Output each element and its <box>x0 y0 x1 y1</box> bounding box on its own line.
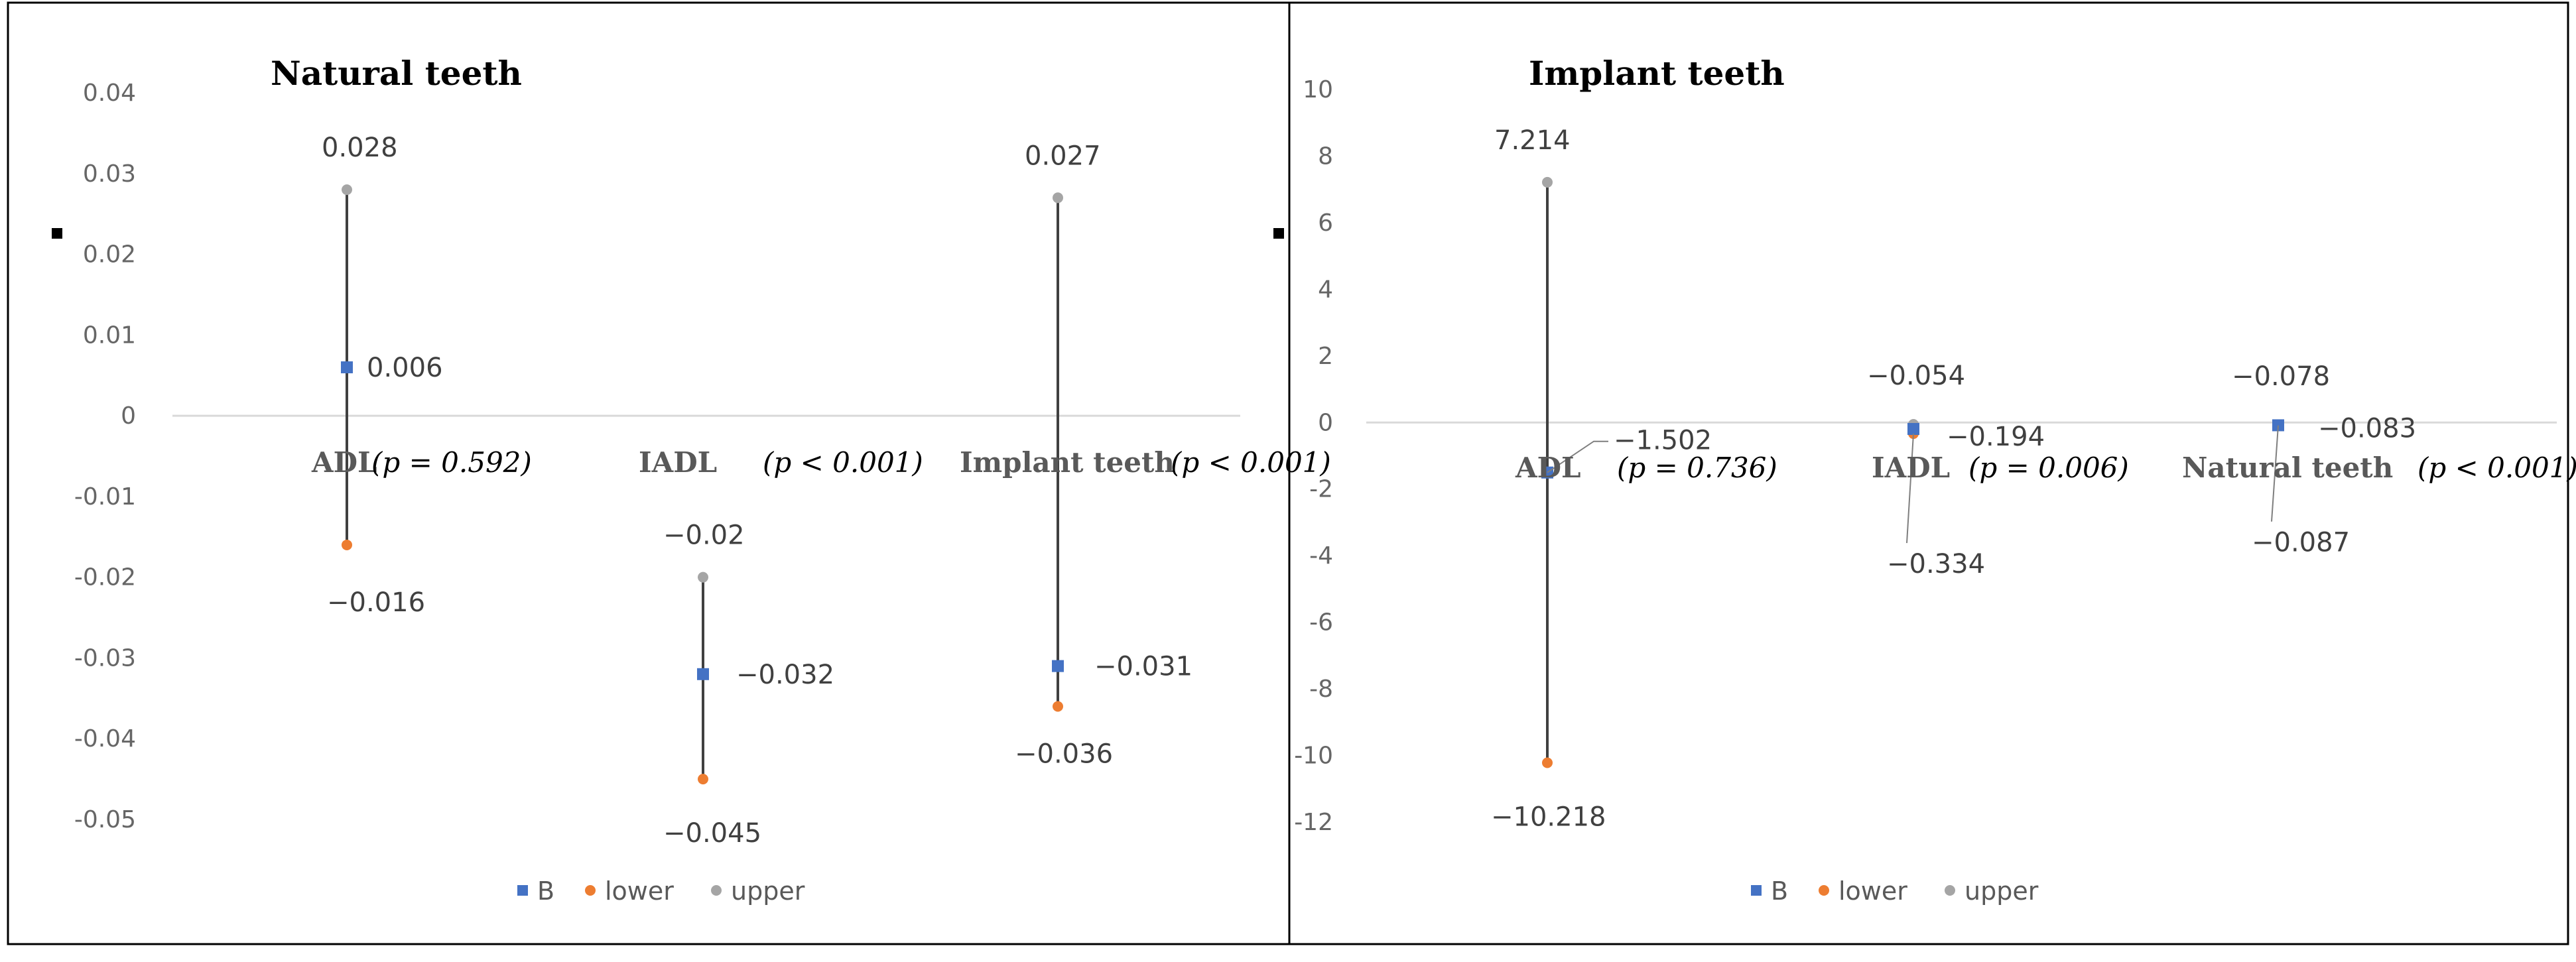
legend-marker-lower <box>585 885 596 896</box>
legend-label-B: B <box>537 876 554 906</box>
y-tick-label: 4 <box>1318 276 1333 303</box>
category-label: Implant teeth <box>960 446 1175 479</box>
upper-label: −0.054 <box>1867 361 1965 391</box>
lower-leader-line <box>2271 425 2279 522</box>
y-tick-label: 0 <box>1318 409 1333 436</box>
implant-teeth-chart: Implant teeth 10 8 6 4 2 0 -2 -4 -6 -8 -10 -12 7.214 −… <box>1294 54 2576 906</box>
upper-label: 7.214 <box>1494 125 1571 156</box>
legend-label-lower: lower <box>1838 876 1907 906</box>
p-value-label: (p < 0.001) <box>763 446 923 479</box>
lower-marker <box>342 539 352 550</box>
lower-marker <box>1053 701 1063 712</box>
y-tick-label: -0.04 <box>74 725 136 752</box>
p-value-label: (p = 0.006) <box>1968 451 2129 484</box>
upper-label: 0.027 <box>1025 141 1101 171</box>
b-label: −1.502 <box>1614 426 1712 456</box>
upper-marker <box>1542 176 1553 188</box>
lower-marker <box>1542 757 1553 768</box>
legend-marker-upper <box>1945 885 1955 896</box>
legend-label-B: B <box>1771 876 1788 906</box>
upper-marker <box>698 571 708 583</box>
p-value-label: (p = 0.736) <box>1617 451 1777 484</box>
upper-label: −0.078 <box>2232 361 2330 392</box>
left-marker <box>52 228 62 239</box>
b-label: −0.194 <box>1947 422 2045 452</box>
chart-title: Natural teeth <box>271 54 522 93</box>
y-tick-label: -8 <box>1309 676 1333 703</box>
upper-marker <box>342 184 352 196</box>
y-tick-label: -0.02 <box>74 564 136 591</box>
category-label: IADL <box>639 446 717 479</box>
p-value-label: (p = 0.592) <box>371 446 532 479</box>
category-label: IADL <box>1872 451 1950 484</box>
lower-label: −0.334 <box>1887 549 1985 579</box>
legend-label-upper: upper <box>1964 876 2039 906</box>
category-label: Natural teeth <box>2182 451 2393 484</box>
legend-marker-lower <box>1819 885 1829 896</box>
y-tick-label: -4 <box>1309 542 1333 570</box>
y-tick-label: -6 <box>1309 609 1333 636</box>
legend-marker-B <box>1751 885 1762 896</box>
b-label: 0.006 <box>367 353 443 383</box>
b-marker <box>697 668 709 680</box>
lower-label: −10.218 <box>1491 802 1606 832</box>
y-tick-label: 0.02 <box>83 241 136 269</box>
y-tick-label: -0.03 <box>74 644 136 672</box>
lower-leader-line <box>1906 433 1914 544</box>
p-value-label: (p < 0.001) <box>1171 446 1331 479</box>
b-marker <box>341 361 353 374</box>
b-leader-line <box>1547 440 1608 473</box>
b-label: −0.083 <box>2318 413 2416 444</box>
category-label: ADL <box>311 446 377 479</box>
lower-label: −0.036 <box>1015 739 1113 770</box>
b-marker <box>2272 419 2284 432</box>
right-panel-frame <box>1288 1 2569 945</box>
y-tick-label: 2 <box>1318 343 1333 370</box>
upper-label: −0.02 <box>663 520 745 551</box>
lower-label: −0.087 <box>2252 528 2350 558</box>
b-label: −0.031 <box>1094 652 1192 682</box>
chart-title: Implant teeth <box>1529 54 1785 93</box>
y-tick-label: 0.03 <box>83 160 136 188</box>
y-tick-label: -12 <box>1294 809 1333 836</box>
category-label: ADL <box>1515 451 1581 484</box>
b-label: −0.032 <box>736 660 834 690</box>
lower-label: −0.016 <box>327 587 425 618</box>
p-value-label: (p < 0.001) <box>2417 451 2576 484</box>
y-tick-label: -2 <box>1309 476 1333 503</box>
upper-label: 0.028 <box>322 133 398 163</box>
right-marker <box>1273 228 1284 239</box>
y-tick-label: 6 <box>1318 210 1333 237</box>
y-tick-label: -0.01 <box>74 483 136 511</box>
b-marker <box>1907 423 1919 436</box>
natural-teeth-chart: Natural teeth 0.04 0.03 0.02 0.01 0 -0.01 -0.02… <box>74 54 1331 906</box>
y-tick-label: 10 <box>1303 76 1333 103</box>
lower-marker <box>698 774 708 785</box>
upper-marker <box>1053 192 1063 204</box>
y-tick-label: 0.01 <box>83 322 136 349</box>
legend-label-lower: lower <box>605 876 674 906</box>
b-marker <box>1052 660 1064 672</box>
y-tick-label: 8 <box>1318 143 1333 170</box>
y-tick-label: 0.04 <box>83 80 136 107</box>
y-tick-label: -0.05 <box>74 806 136 833</box>
legend-label-upper: upper <box>731 876 805 906</box>
y-tick-label: -10 <box>1294 743 1333 770</box>
legend-marker-upper <box>711 885 722 896</box>
y-tick-label: 0 <box>121 402 136 430</box>
legend-marker-B <box>517 885 528 896</box>
lower-label: −0.045 <box>663 818 761 849</box>
